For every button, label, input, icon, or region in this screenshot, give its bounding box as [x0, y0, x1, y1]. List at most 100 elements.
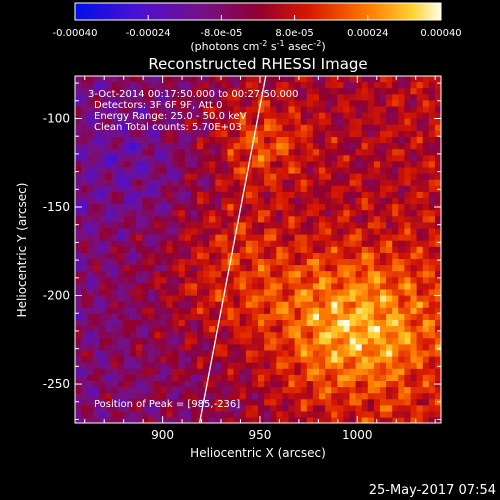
heatmap-cell	[373, 240, 381, 248]
heatmap-cell	[123, 106, 131, 113]
heatmap-cell	[209, 124, 216, 132]
heatmap-cell	[361, 76, 369, 83]
heatmap-cell	[300, 411, 308, 418]
heatmap-cell	[209, 94, 216, 101]
heatmap-cell	[81, 240, 88, 248]
heatmap-cell	[197, 277, 204, 284]
heatmap-cell	[184, 271, 192, 278]
heatmap-cell	[343, 155, 350, 162]
heatmap-cell	[343, 362, 350, 370]
heatmap-cell	[404, 191, 411, 199]
heatmap-cell	[380, 112, 387, 120]
heatmap-cell	[258, 204, 265, 211]
heatmap-cell	[258, 259, 265, 266]
heatmap-cell	[239, 387, 247, 394]
heatmap-cell	[136, 216, 143, 223]
heatmap-cell	[148, 118, 155, 126]
heatmap-cell	[105, 271, 112, 278]
heatmap-cell	[319, 356, 326, 364]
heatmap-cell	[361, 198, 369, 205]
heatmap-cell	[331, 137, 338, 144]
heatmap-cell	[227, 265, 234, 272]
heatmap-cell	[392, 210, 399, 217]
heatmap-cell	[75, 320, 82, 327]
heatmap-cell	[337, 374, 344, 382]
heatmap-cell	[349, 320, 356, 327]
heatmap-cell	[428, 356, 436, 364]
heatmap-cell	[227, 350, 234, 357]
heatmap-cell	[233, 82, 241, 89]
heatmap-cell	[105, 143, 112, 150]
heatmap-cell	[142, 173, 149, 181]
heatmap-cell	[105, 198, 112, 205]
heatmap-cell	[93, 216, 100, 223]
heatmap-cell	[221, 118, 228, 126]
heatmap-cell	[129, 381, 137, 388]
heatmap-cell	[123, 94, 131, 101]
heatmap-cell	[166, 191, 173, 199]
heatmap-cell	[227, 387, 234, 394]
heatmap-cell	[373, 313, 381, 321]
heatmap-cell	[160, 362, 167, 370]
heatmap-cell	[209, 259, 216, 266]
heatmap-cell	[361, 155, 369, 162]
heatmap-cell	[184, 307, 192, 315]
heatmap-cell	[172, 246, 180, 254]
heatmap-cell	[373, 216, 381, 223]
heatmap-cell	[160, 417, 167, 423]
heatmap-cell	[87, 118, 94, 126]
heatmap-cell	[386, 344, 393, 351]
heatmap-cell	[355, 381, 363, 388]
heatmap-cell	[319, 185, 326, 193]
heatmap-cell	[325, 216, 332, 223]
heatmap-cell	[117, 393, 125, 400]
heatmap-cell	[184, 204, 192, 211]
heatmap-cell	[264, 100, 271, 107]
heatmap-cell	[373, 399, 381, 406]
heatmap-cell	[355, 307, 363, 315]
heatmap-cell	[239, 368, 247, 376]
heatmap-cell	[337, 381, 344, 388]
heatmap-cell	[434, 283, 441, 290]
heatmap-cell	[434, 411, 441, 418]
heatmap-cell	[142, 198, 149, 205]
heatmap-cell	[264, 265, 271, 272]
heatmap-cell	[123, 167, 131, 174]
heatmap-cell	[227, 295, 234, 303]
heatmap-cell	[93, 222, 100, 229]
heatmap-cell	[312, 405, 320, 412]
heatmap-cell	[87, 100, 94, 107]
heatmap-cell	[337, 259, 344, 266]
heatmap-cell	[245, 210, 253, 217]
heatmap-cell	[136, 350, 143, 357]
heatmap-cell	[312, 161, 320, 168]
heatmap-cell	[172, 252, 180, 260]
heatmap-cell	[319, 124, 326, 132]
heatmap-cell	[233, 179, 241, 187]
heatmap-cell	[422, 368, 430, 376]
heatmap-cell	[294, 387, 302, 394]
heatmap-cell	[87, 204, 94, 211]
heatmap-cell	[306, 405, 314, 412]
heatmap-cell	[422, 130, 430, 138]
heatmap-cell	[129, 289, 137, 296]
heatmap-cell	[331, 124, 338, 132]
heatmap-cell	[245, 94, 253, 101]
heatmap-cell	[184, 338, 192, 345]
heatmap-cell	[264, 118, 271, 126]
heatmap-cell	[258, 118, 265, 126]
heatmap-cell	[160, 368, 167, 376]
heatmap-cell	[337, 143, 344, 150]
heatmap-cell	[258, 179, 265, 187]
heatmap-cell	[398, 405, 405, 412]
heatmap-cell	[87, 320, 94, 327]
heatmap-cell	[325, 356, 332, 364]
heatmap-cell	[245, 271, 253, 278]
heatmap-cell	[367, 179, 375, 187]
heatmap-cell	[270, 167, 277, 174]
heatmap-cell	[178, 118, 186, 126]
heatmap-cell	[428, 252, 436, 260]
heatmap-cell	[300, 76, 308, 83]
heatmap-cell	[203, 76, 210, 83]
heatmap-cell	[434, 173, 441, 181]
